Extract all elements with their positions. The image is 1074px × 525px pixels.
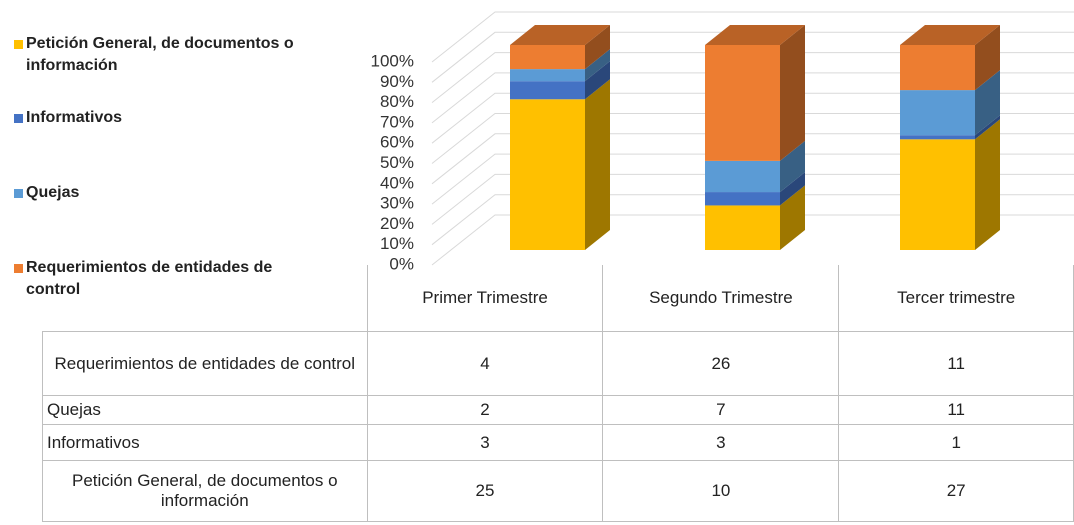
table-value: 10 [602, 460, 840, 522]
bar [510, 99, 585, 250]
bar-top [510, 25, 610, 45]
table-row: Quejas 2 7 11 [42, 395, 1074, 425]
grid-line [431, 31, 1074, 83]
legend-item: Petición General, de documentos o inform… [14, 33, 326, 77]
row-label: Requerimientos de entidades de control [42, 331, 368, 396]
bar-side [585, 49, 610, 82]
grid-line [431, 92, 1074, 144]
table-value: 27 [838, 460, 1074, 522]
table-value: 11 [838, 331, 1074, 396]
table-value: 26 [602, 331, 840, 396]
bar [705, 45, 780, 161]
table-row: Requerimientos de entidades de control 4 2… [42, 331, 1074, 396]
bar [510, 69, 585, 82]
legend-item: Quejas [14, 182, 326, 204]
legend-swatch [14, 40, 23, 49]
y-tick-label: 60% [380, 133, 414, 152]
blank-cell [42, 265, 368, 332]
category-label: Tercer trimestre [838, 265, 1074, 332]
grid-line [431, 194, 1074, 246]
grid-line [431, 153, 1074, 205]
bar-side [585, 25, 610, 70]
legend-label: Petición General, de documentos o inform… [26, 35, 294, 74]
table-value: 3 [366, 424, 604, 461]
grid-line [431, 11, 1074, 63]
bar-side [975, 119, 1000, 250]
grid-line [431, 133, 1074, 185]
bar-side [780, 25, 805, 161]
bar [510, 45, 585, 70]
grid-line [431, 173, 1074, 225]
table-row: Petición General, de documentos o inform… [42, 460, 1074, 522]
y-tick-label: 40% [380, 173, 414, 192]
legend-swatch [14, 189, 23, 198]
category-label: Segundo Trimestre [602, 265, 840, 332]
table-value: 2 [366, 395, 604, 425]
y-tick-label: 70% [380, 112, 414, 131]
bar [510, 81, 585, 100]
bar-side [585, 61, 610, 100]
legend-item: Informativos [14, 107, 326, 129]
y-tick-label: 30% [380, 194, 414, 213]
bar-top [900, 25, 1000, 45]
bar [705, 192, 780, 206]
data-table: Primer Trimestre Segundo Trimestre Tercer … [42, 265, 1074, 522]
bar [900, 45, 975, 91]
grid-line [431, 113, 1074, 164]
grid-line [431, 52, 1074, 103]
y-tick-label: 20% [380, 214, 414, 233]
legend-label: Quejas [26, 184, 80, 201]
table-value: 7 [602, 395, 840, 425]
bar-side [780, 140, 805, 193]
y-tick-label: 10% [380, 234, 414, 253]
table-header: Primer Trimestre Segundo Trimestre Tercer … [42, 265, 1074, 332]
table-value: 3 [602, 424, 840, 461]
table-value: 4 [366, 331, 604, 396]
bar [705, 205, 780, 250]
bar [900, 139, 975, 250]
y-tick-label: 100% [371, 51, 414, 70]
table-value: 11 [838, 395, 1074, 425]
grid-line [431, 214, 1074, 266]
bar [900, 90, 975, 136]
bar-side [780, 185, 805, 250]
y-tick-label: 50% [380, 153, 414, 172]
table-row: Informativos 3 3 1 [42, 424, 1074, 461]
table-value: 25 [366, 460, 604, 522]
bar-side [585, 79, 610, 250]
row-label: Petición General, de documentos o inform… [42, 460, 368, 522]
bar-top [705, 25, 805, 45]
bar-side [975, 115, 1000, 140]
table-value: 1 [838, 424, 1074, 461]
legend-swatch [14, 264, 23, 273]
legend-swatch [14, 114, 23, 123]
row-label: Quejas [42, 395, 368, 425]
y-tick-label: 90% [380, 72, 414, 91]
bar [705, 160, 780, 193]
bar-side [975, 25, 1000, 91]
bar [900, 135, 975, 140]
bar-side [780, 172, 805, 206]
bar-side [975, 70, 1000, 136]
legend-label: Informativos [26, 109, 123, 126]
category-label: Primer Trimestre [366, 265, 604, 332]
row-label: Informativos [42, 424, 368, 461]
y-tick-label: 80% [380, 92, 414, 111]
grid-line [431, 72, 1074, 124]
